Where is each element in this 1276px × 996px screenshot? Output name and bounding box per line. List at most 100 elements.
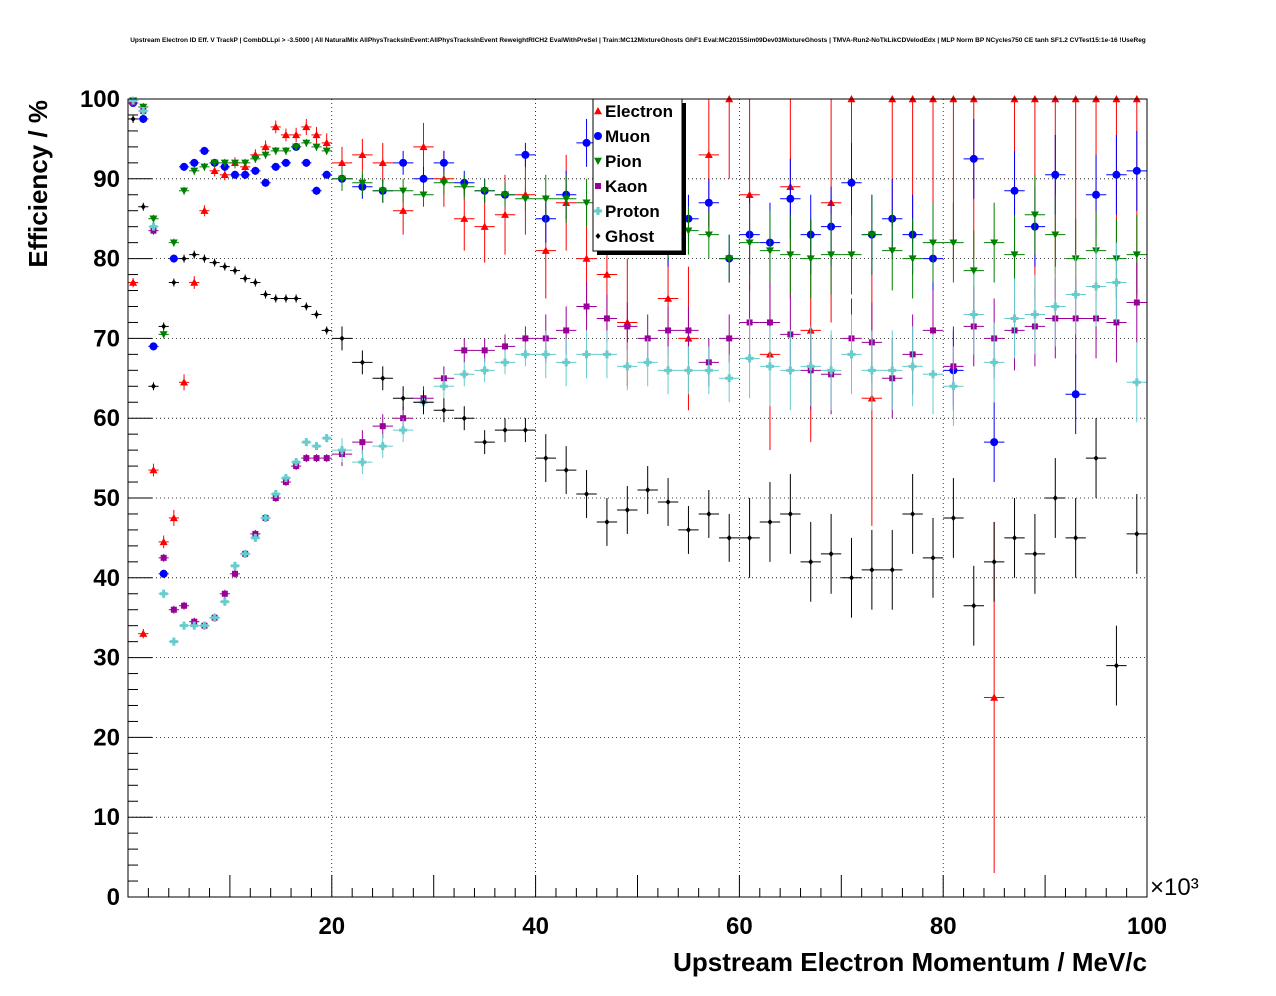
data-point — [171, 279, 177, 286]
data-point — [480, 222, 489, 230]
data-point — [303, 455, 310, 462]
data-point — [765, 362, 774, 371]
data-point — [1133, 299, 1140, 306]
data-point — [684, 366, 693, 375]
data-point — [888, 247, 897, 255]
data-point — [263, 291, 269, 298]
data-point — [181, 255, 187, 262]
data-point — [149, 215, 158, 223]
data-point — [1132, 166, 1141, 175]
data-point — [1073, 534, 1079, 541]
data-point — [261, 178, 270, 187]
data-point — [169, 239, 178, 247]
data-point — [949, 382, 958, 391]
data-point — [929, 239, 938, 247]
data-point — [139, 106, 148, 115]
data-point — [399, 187, 408, 195]
data-point — [704, 150, 713, 159]
data-point — [1052, 495, 1058, 501]
data-point — [1112, 278, 1121, 287]
data-point — [180, 187, 189, 195]
data-point — [583, 303, 590, 310]
data-point — [767, 518, 773, 525]
data-point — [481, 347, 488, 354]
chart-title: Upstream Electron ID Eff. V TrackP | Com… — [130, 37, 1146, 44]
data-point — [889, 566, 895, 573]
data-point — [322, 138, 331, 147]
data-point — [501, 210, 510, 218]
data-point — [130, 115, 136, 122]
data-point — [521, 150, 530, 159]
data-point — [827, 251, 836, 259]
data-point — [281, 147, 290, 155]
data-point — [150, 383, 156, 390]
x-tick-label: 100 — [1127, 913, 1167, 940]
y-tick-label: 30 — [93, 645, 120, 672]
y-tick-label: 10 — [93, 804, 120, 831]
data-point — [212, 259, 218, 266]
data-point — [971, 602, 977, 609]
data-point — [261, 151, 270, 159]
data-point — [339, 335, 345, 342]
data-point — [358, 179, 367, 187]
data-point — [1051, 302, 1060, 311]
data-point — [624, 323, 631, 330]
data-point — [685, 526, 691, 533]
data-point — [869, 566, 875, 573]
data-point — [461, 415, 467, 422]
data-point — [460, 370, 469, 379]
data-point — [302, 438, 311, 447]
data-point — [231, 570, 238, 577]
data-point — [725, 374, 734, 383]
data-point — [563, 327, 570, 334]
data-point — [200, 206, 209, 214]
data-point — [623, 362, 632, 371]
data-point — [200, 146, 209, 155]
data-point — [358, 150, 367, 159]
data-point — [419, 142, 428, 151]
data-point — [867, 231, 876, 239]
data-point — [745, 190, 754, 198]
data-point — [990, 438, 999, 447]
data-point — [220, 597, 229, 606]
data-point — [726, 335, 733, 342]
data-point — [322, 434, 331, 443]
data-point — [1092, 190, 1101, 199]
data-point — [847, 178, 856, 187]
legend-label: Ghost — [605, 227, 654, 246]
y-tick-label: 80 — [93, 246, 120, 273]
data-point — [180, 621, 189, 630]
data-point — [582, 138, 591, 147]
data-point — [786, 251, 795, 259]
data-point — [292, 458, 301, 467]
data-point — [1010, 251, 1019, 259]
y-tick-label: 90 — [93, 166, 120, 193]
y-axis-label: Efficiency / % — [23, 100, 53, 268]
data-point — [232, 267, 238, 274]
data-point — [745, 354, 754, 363]
data-point — [847, 350, 856, 359]
data-point — [210, 166, 219, 175]
data-point — [261, 142, 270, 151]
legend-label: Kaon — [605, 177, 648, 196]
data-point — [1030, 211, 1039, 219]
legend: Electron Muon Pion Kaon Proton Ghost — [592, 98, 686, 255]
data-point — [159, 569, 168, 578]
data-point — [808, 558, 814, 565]
legend-marker — [594, 107, 602, 115]
legend-marker — [594, 132, 602, 140]
data-point — [220, 170, 229, 179]
x-tick-label: 40 — [522, 913, 549, 940]
data-point — [747, 534, 753, 541]
data-point — [139, 629, 148, 637]
data-point — [602, 350, 611, 359]
legend-marker — [595, 233, 601, 239]
data-point — [149, 222, 158, 231]
data-point — [582, 350, 591, 359]
data-point — [323, 455, 330, 462]
data-point — [867, 366, 876, 375]
data-point — [786, 366, 795, 375]
data-point — [322, 170, 331, 179]
legend-label: Pion — [605, 152, 642, 171]
